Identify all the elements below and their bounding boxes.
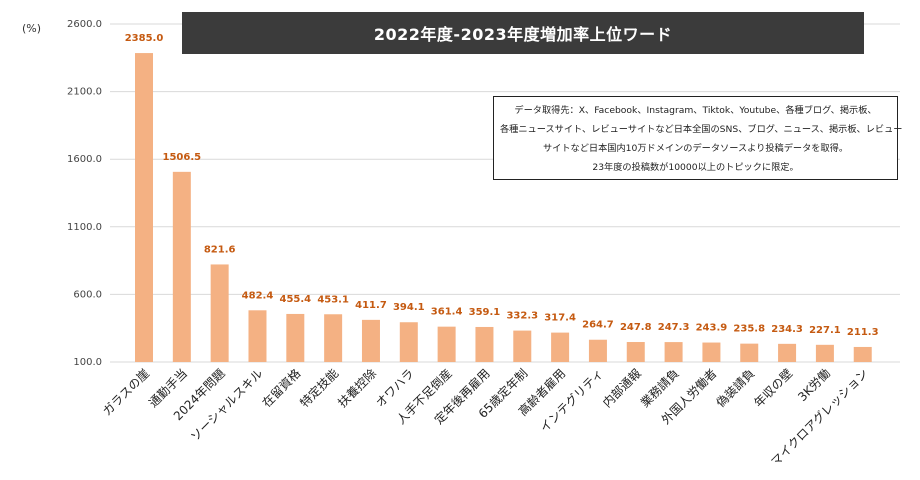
bar	[210, 264, 229, 362]
y-tick-label: 2600.0	[67, 19, 102, 30]
y-tick-label: 100.0	[73, 357, 102, 368]
note-line: 各種ニュースサイト、レビューサイトなど日本全国のSNS、ブログ、ニュース、掲示板…	[500, 124, 903, 135]
bar	[286, 313, 305, 362]
bar	[815, 344, 834, 362]
data-label: 332.3	[506, 311, 538, 322]
data-label: 235.8	[733, 324, 765, 335]
y-tick-label: 600.0	[73, 289, 102, 300]
x-tick-label: ガラスの崖	[100, 366, 152, 418]
data-label: 264.7	[582, 320, 614, 331]
data-label: 455.4	[279, 294, 311, 305]
bar	[664, 342, 683, 362]
data-label: 482.4	[242, 290, 274, 301]
bar	[437, 326, 456, 362]
bar	[702, 342, 721, 362]
x-tick-label: 年収の壁	[751, 366, 796, 411]
y-tick-label: 2100.0	[67, 87, 102, 98]
bar	[399, 322, 418, 362]
data-label: 394.1	[393, 302, 425, 313]
y-tick-label: 1600.0	[67, 154, 102, 165]
data-label: 234.3	[771, 324, 803, 335]
data-label: 247.8	[620, 322, 652, 333]
note-line: 23年度の投稿数が10000以上のトピックに限定。	[592, 162, 799, 173]
x-tick-label: 内部通報	[599, 366, 644, 411]
data-label: 1506.5	[163, 152, 202, 163]
note-line: データ取得先：X、Facebook、Instagram、Tiktok、Youtu…	[514, 105, 877, 116]
bar	[740, 343, 759, 362]
note-line: サイトなど日本国内10万ドメインのデータソースより投稿データを取得。	[542, 143, 849, 154]
bar	[626, 342, 645, 362]
bar	[172, 171, 191, 362]
data-label: 211.3	[847, 327, 879, 338]
bar	[248, 310, 267, 362]
bar	[853, 346, 872, 362]
bar	[588, 339, 607, 362]
data-label: 247.3	[658, 322, 690, 333]
x-tick-label: ソーシャルスキル	[188, 366, 266, 444]
data-source-note: データ取得先：X、Facebook、Instagram、Tiktok、Youtu…	[493, 96, 903, 180]
bar	[778, 343, 797, 362]
bar	[135, 53, 153, 363]
data-label: 227.1	[809, 325, 841, 336]
data-label: 361.4	[431, 307, 463, 318]
y-axis-unit-label: (%)	[22, 22, 42, 35]
x-tick-label: 特定技能	[297, 366, 342, 411]
data-label: 821.6	[204, 244, 236, 255]
chart-title: 2022年度-2023年度増加率上位ワード	[182, 12, 864, 54]
bar	[361, 319, 380, 362]
bar	[324, 314, 343, 362]
x-tick-label: 扶養控除	[335, 366, 380, 411]
bar	[513, 330, 532, 362]
y-tick-label: 1100.0	[67, 222, 102, 233]
data-label: 453.1	[317, 294, 349, 305]
bar	[475, 326, 494, 362]
x-tick-label: 3K労働	[795, 366, 833, 404]
data-label: 2385.0	[125, 33, 164, 44]
data-label: 317.4	[544, 313, 576, 324]
x-tick-label: 偽装請負	[714, 366, 758, 410]
data-label: 411.7	[355, 300, 387, 311]
x-tick-label: 在留資格	[259, 366, 304, 411]
data-label: 243.9	[696, 323, 728, 334]
data-label: 359.1	[469, 307, 501, 318]
bar	[551, 332, 570, 362]
